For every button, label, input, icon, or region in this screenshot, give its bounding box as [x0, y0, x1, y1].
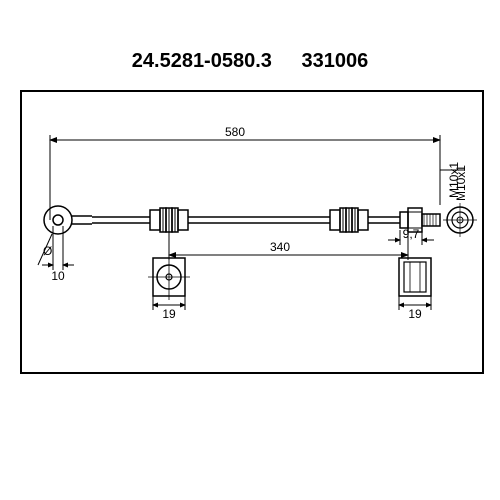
dim-right-fitting: 19	[408, 307, 422, 321]
diameter-symbol: Ø	[43, 244, 52, 258]
technical-drawing: 580	[20, 90, 480, 370]
diagram-container: 24.5281-0580.3 331006 580	[0, 0, 500, 500]
dim-left-fitting: 19	[162, 307, 176, 321]
right-fitting-endview	[399, 258, 431, 296]
thread-label: M10x1	[447, 162, 461, 198]
dim-overall-length: 580	[225, 125, 245, 139]
title-bar: 24.5281-0580.3 331006	[20, 50, 480, 73]
part-number: 24.5281-0580.3	[132, 50, 272, 73]
right-thread-endview	[443, 203, 477, 237]
right-crimp	[330, 208, 368, 232]
left-fitting-endview	[148, 254, 190, 300]
dim-inner-length: 340	[270, 240, 290, 254]
part-code: 331006	[301, 50, 368, 73]
dim-eye-diameter: 10	[51, 269, 65, 283]
left-crimp	[150, 208, 188, 232]
dim-right-inner: 9,7	[403, 227, 420, 241]
